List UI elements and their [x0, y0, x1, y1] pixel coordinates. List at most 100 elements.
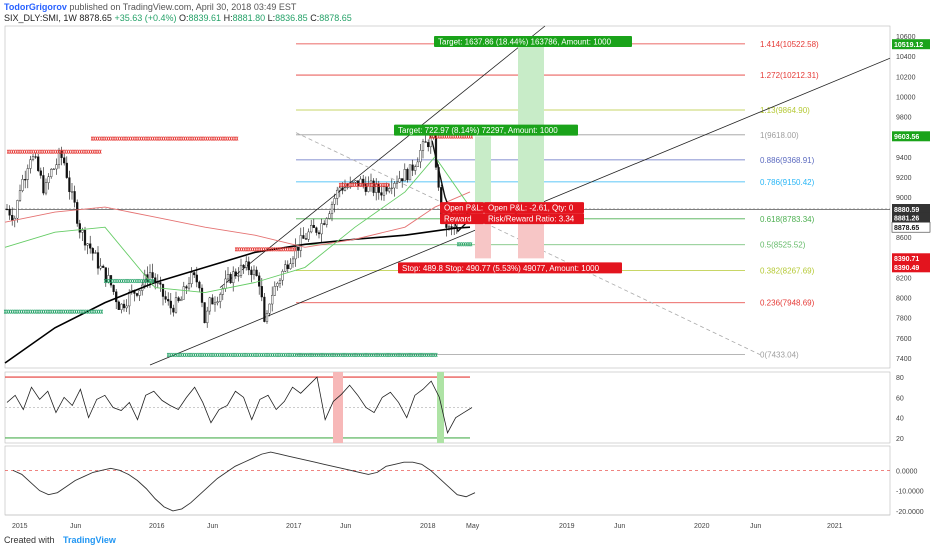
- sell-signal-marker: [156, 136, 160, 141]
- buy-signal-marker: [193, 352, 196, 358]
- buy-signal-marker: [150, 278, 153, 284]
- candle-body: [174, 297, 178, 313]
- price-badge-value: 8880.59: [894, 207, 919, 214]
- buy-signal-marker: [386, 352, 390, 358]
- sell-signal-marker: [209, 136, 212, 141]
- sell-signal-marker: [347, 182, 350, 188]
- sell-signal-marker: [170, 136, 173, 141]
- sell-signal-marker: [203, 136, 206, 141]
- sell-signal-marker: [211, 136, 215, 141]
- candle-body: [380, 192, 383, 196]
- buy-signal-marker: [303, 352, 306, 358]
- buy-signal-marker: [393, 352, 396, 358]
- sell-signal-marker: [6, 149, 10, 154]
- sell-signal-marker: [13, 149, 16, 154]
- sell-signal-marker: [360, 182, 364, 188]
- buy-signal-marker: [184, 352, 187, 358]
- sell-signal-marker: [261, 247, 264, 252]
- target-label-short: Target: 722.97 (8.14%) 72297, Amount: 10…: [398, 126, 558, 135]
- candle-body: [385, 186, 388, 192]
- target-label-short-bg: [394, 124, 578, 136]
- sell-signal-marker: [165, 136, 168, 141]
- candle-body: [390, 187, 393, 189]
- buy-signal-marker: [41, 309, 44, 314]
- chart-canvas[interactable]: 7400760078008000820084008600880090009200…: [0, 0, 932, 535]
- sell-signal-marker: [145, 136, 149, 141]
- buy-signal-marker: [323, 352, 326, 358]
- buy-signal-marker: [342, 352, 346, 358]
- sell-signal-marker: [119, 136, 122, 141]
- sell-signal-marker: [50, 149, 54, 154]
- tradingview-logo[interactable]: TradingView: [63, 535, 116, 545]
- open-pnl-label-bg: [484, 202, 584, 214]
- low-label: L:: [267, 13, 276, 23]
- risk-reward-label: Risk/Reward Ratio: 3.34: [488, 215, 575, 224]
- sell-signal-marker: [365, 182, 368, 188]
- sell-signal-marker: [126, 136, 129, 141]
- time-axis-tick: 2015: [12, 523, 28, 530]
- candle-body: [68, 177, 71, 193]
- buy-signal-marker: [467, 242, 471, 247]
- candle-body: [180, 299, 183, 302]
- candle-body: [265, 313, 269, 322]
- buy-signal-marker: [351, 352, 354, 358]
- buy-signal-marker: [345, 352, 348, 358]
- buy-signal-marker: [136, 278, 140, 284]
- candle-body: [55, 164, 58, 170]
- sell-signal-marker: [378, 182, 381, 188]
- sell-signal-marker: [167, 136, 171, 141]
- buy-signal-marker: [296, 352, 299, 358]
- candle-body: [307, 231, 310, 240]
- buy-signal-marker: [98, 309, 101, 314]
- sell-signal-marker: [97, 136, 100, 141]
- sell-signal-marker: [292, 247, 295, 252]
- candle-body: [237, 275, 240, 277]
- buy-signal-marker: [12, 309, 15, 314]
- buy-signal-marker: [228, 352, 231, 358]
- sell-signal-marker: [72, 149, 76, 154]
- sell-signal-marker: [110, 136, 113, 141]
- candle-body: [382, 186, 386, 196]
- sell-signal-marker: [112, 136, 116, 141]
- price-axis-tick: 9200: [896, 175, 912, 182]
- candle-body: [115, 291, 118, 303]
- buy-signal-marker: [19, 309, 22, 314]
- candle-body: [81, 229, 84, 233]
- price-badge: [892, 262, 930, 273]
- time-axis-tick: Jun: [750, 523, 761, 530]
- buy-signal-marker: [182, 352, 185, 358]
- buy-signal-marker: [290, 352, 293, 358]
- candle-body: [50, 169, 53, 177]
- buy-signal-marker: [257, 352, 260, 358]
- buy-signal-marker: [47, 309, 51, 314]
- rsi-overbought-highlight: [333, 372, 343, 443]
- sell-signal-marker: [196, 136, 199, 141]
- candle-body: [317, 232, 321, 235]
- buy-signal-marker: [406, 352, 409, 358]
- sell-signal-marker: [229, 136, 232, 141]
- price-axis-tick: 7400: [896, 356, 912, 363]
- candle-body: [213, 302, 217, 305]
- time-axis-tick: Jun: [207, 523, 218, 530]
- buy-signal-marker: [272, 352, 275, 358]
- time-axis-tick: 2018: [420, 523, 436, 530]
- sell-signal-marker: [194, 136, 197, 141]
- author-name[interactable]: TodorGrigorov: [4, 2, 67, 12]
- sell-signal-marker: [283, 247, 286, 252]
- price-axis-tick: 7600: [896, 336, 912, 343]
- buy-signal-marker: [186, 352, 189, 358]
- buy-signal-marker: [61, 309, 64, 314]
- buy-signal-marker: [221, 352, 225, 358]
- sell-signal-marker: [387, 182, 390, 188]
- high-label: H:: [223, 13, 233, 23]
- candle-body: [190, 272, 193, 284]
- candle-body: [161, 284, 165, 297]
- candle-body: [268, 303, 271, 314]
- fib-level-label: 0.5(8525.52): [760, 241, 806, 250]
- sell-signal-marker: [99, 149, 102, 154]
- price-badge-value: 8390.71: [894, 256, 919, 263]
- buy-signal-marker: [54, 309, 57, 314]
- sell-signal-marker: [363, 182, 366, 188]
- price-axis-tick: 8600: [896, 235, 912, 242]
- candle-body: [120, 303, 123, 310]
